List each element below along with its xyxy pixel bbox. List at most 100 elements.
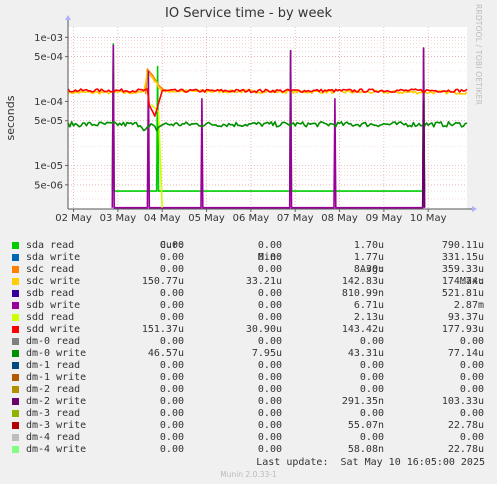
legend-row: dm-0 read 0.00 0.00 0.00 0.00 bbox=[12, 336, 490, 348]
legend-row: dm-1 write 0.00 0.00 0.00 0.00 bbox=[12, 372, 490, 384]
series-line bbox=[67, 121, 468, 132]
legend-min-value: 0.00 bbox=[257, 312, 282, 323]
y-tick-label: 5e-06 bbox=[34, 180, 63, 191]
legend-avg-value: 0.00 bbox=[359, 360, 384, 371]
y-tick-label: 1e-03 bbox=[34, 33, 63, 44]
legend-row: sdc read 0.00 0.00 8.30u 359.33u bbox=[12, 264, 490, 276]
legend-avg-value: 0.00 bbox=[359, 372, 384, 383]
legend-cur-value: 0.00 bbox=[159, 288, 184, 299]
legend-min-value: 0.00 bbox=[257, 408, 282, 419]
series-line bbox=[111, 44, 426, 209]
legend-swatch bbox=[12, 422, 19, 429]
legend-swatch bbox=[12, 314, 19, 321]
legend-avg-value: 291.35n bbox=[341, 396, 384, 407]
legend-cur-value: 0.00 bbox=[159, 372, 184, 383]
header-cur: Cur: bbox=[159, 240, 184, 251]
y-tick-label: 1e-05 bbox=[34, 161, 63, 172]
x-tick-label: 07 May bbox=[277, 213, 314, 224]
legend-cur-value: 0.00 bbox=[159, 252, 184, 263]
legend-min-value: 0.00 bbox=[257, 252, 282, 263]
legend-cur-value: 150.77u bbox=[141, 276, 184, 287]
x-tick-label: 09 May bbox=[366, 213, 403, 224]
y-axis-arrow bbox=[65, 15, 71, 20]
x-tick-label: 08 May bbox=[321, 213, 358, 224]
x-tick-label: 04 May bbox=[144, 213, 181, 224]
header-avg: Avg: bbox=[359, 264, 384, 275]
legend: Cur: Min: Avg: Max: sda read 0.00 0.00 1.70… bbox=[12, 228, 490, 456]
rrdtool-credit: RRDTOOL / TOBI OETIKER bbox=[474, 4, 483, 105]
legend-min-value: 33.21u bbox=[245, 276, 282, 287]
legend-cur-value: 46.57u bbox=[147, 348, 184, 359]
legend-series-name: sdc read bbox=[26, 264, 75, 275]
legend-max-value: 22.78u bbox=[447, 420, 484, 431]
legend-avg-value: 55.07n bbox=[347, 420, 384, 431]
series-line bbox=[67, 88, 468, 117]
header-max: Max: bbox=[459, 276, 484, 287]
legend-row: sdc write 150.77u 33.21u 142.83u 174.74u bbox=[12, 276, 490, 288]
legend-row: dm-3 write 0.00 0.00 55.07n 22.78u bbox=[12, 420, 490, 432]
legend-swatch bbox=[12, 398, 19, 405]
legend-row: sda read 0.00 0.00 1.70u 790.11u bbox=[12, 240, 490, 252]
legend-min-value: 0.00 bbox=[257, 432, 282, 443]
chart-svg: 1e-03 5e-04 1e-04 5e-05 1e-05 5e-06 02 May 03 M… bbox=[4, 15, 477, 224]
legend-min-value: 30.90u bbox=[245, 324, 282, 335]
legend-cur-value: 0.00 bbox=[159, 396, 184, 407]
legend-swatch bbox=[12, 278, 19, 285]
legend-swatch bbox=[12, 302, 19, 309]
legend-cur-value: 0.00 bbox=[159, 300, 184, 311]
legend-series-name: dm-0 write bbox=[26, 348, 87, 359]
legend-max-value: 790.11u bbox=[441, 240, 484, 251]
legend-max-value: 521.81u bbox=[441, 288, 484, 299]
legend-row: dm-0 write 46.57u 7.95u 43.31u 77.14u bbox=[12, 348, 490, 360]
legend-max-value: 0.00 bbox=[459, 432, 484, 443]
legend-avg-value: 0.00 bbox=[359, 336, 384, 347]
legend-avg-value: 810.99n bbox=[341, 288, 384, 299]
legend-swatch bbox=[12, 350, 19, 357]
chart-title: IO Service time - by week bbox=[165, 6, 332, 21]
legend-series-name: sdd read bbox=[26, 312, 75, 323]
legend-min-value: 0.00 bbox=[257, 444, 282, 455]
legend-series-name: sda write bbox=[26, 252, 81, 263]
series-line bbox=[421, 100, 426, 208]
legend-swatch bbox=[12, 374, 19, 381]
y-axis-label: seconds bbox=[4, 95, 17, 140]
legend-max-value: 77.14u bbox=[447, 348, 484, 359]
tick-labels: 1e-03 5e-04 1e-04 5e-05 1e-05 5e-06 02 May 03 M… bbox=[34, 33, 446, 224]
legend-avg-value: 0.00 bbox=[359, 432, 384, 443]
legend-row: sdd write 151.37u 30.90u 143.42u 177.93u bbox=[12, 324, 490, 336]
legend-avg-value: 58.08n bbox=[347, 444, 384, 455]
legend-avg-value: 143.42u bbox=[341, 324, 384, 335]
legend-series-name: sdc write bbox=[26, 276, 81, 287]
legend-cur-value: 0.00 bbox=[159, 432, 184, 443]
legend-min-value: 0.00 bbox=[257, 420, 282, 431]
legend-avg-value: 2.13u bbox=[353, 312, 384, 323]
legend-row: dm-2 write 0.00 0.00 291.35n 103.33u bbox=[12, 396, 490, 408]
legend-swatch bbox=[12, 446, 19, 453]
legend-min-value: 0.00 bbox=[257, 396, 282, 407]
legend-max-value: 0.00 bbox=[459, 384, 484, 395]
axes bbox=[65, 15, 477, 212]
header-min: Min: bbox=[257, 252, 282, 263]
legend-cur-value: 0.00 bbox=[159, 240, 184, 251]
legend-series-name: dm-4 write bbox=[26, 444, 87, 455]
legend-max-value: 177.93u bbox=[441, 324, 484, 335]
legend-row: dm-3 read 0.00 0.00 0.00 0.00 bbox=[12, 408, 490, 420]
legend-cur-value: 0.00 bbox=[159, 420, 184, 431]
legend-cur-value: 0.00 bbox=[159, 264, 184, 275]
legend-series-name: sdb read bbox=[26, 288, 75, 299]
legend-max-value: 0.00 bbox=[459, 408, 484, 419]
x-tick-label: 10 May bbox=[410, 213, 447, 224]
legend-swatch bbox=[12, 410, 19, 417]
legend-max-value: 0.00 bbox=[459, 372, 484, 383]
legend-series-name: dm-0 read bbox=[26, 336, 81, 347]
legend-cur-value: 0.00 bbox=[159, 444, 184, 455]
legend-avg-value: 0.00 bbox=[359, 408, 384, 419]
legend-swatch bbox=[12, 254, 19, 261]
legend-series-name: dm-3 write bbox=[26, 420, 87, 431]
legend-cur-value: 0.00 bbox=[159, 360, 184, 371]
legend-cur-value: 0.00 bbox=[159, 312, 184, 323]
legend-row: dm-1 read 0.00 0.00 0.00 0.00 bbox=[12, 360, 490, 372]
legend-min-value: 7.95u bbox=[251, 348, 282, 359]
legend-swatch bbox=[12, 338, 19, 345]
plot-area bbox=[68, 27, 467, 209]
